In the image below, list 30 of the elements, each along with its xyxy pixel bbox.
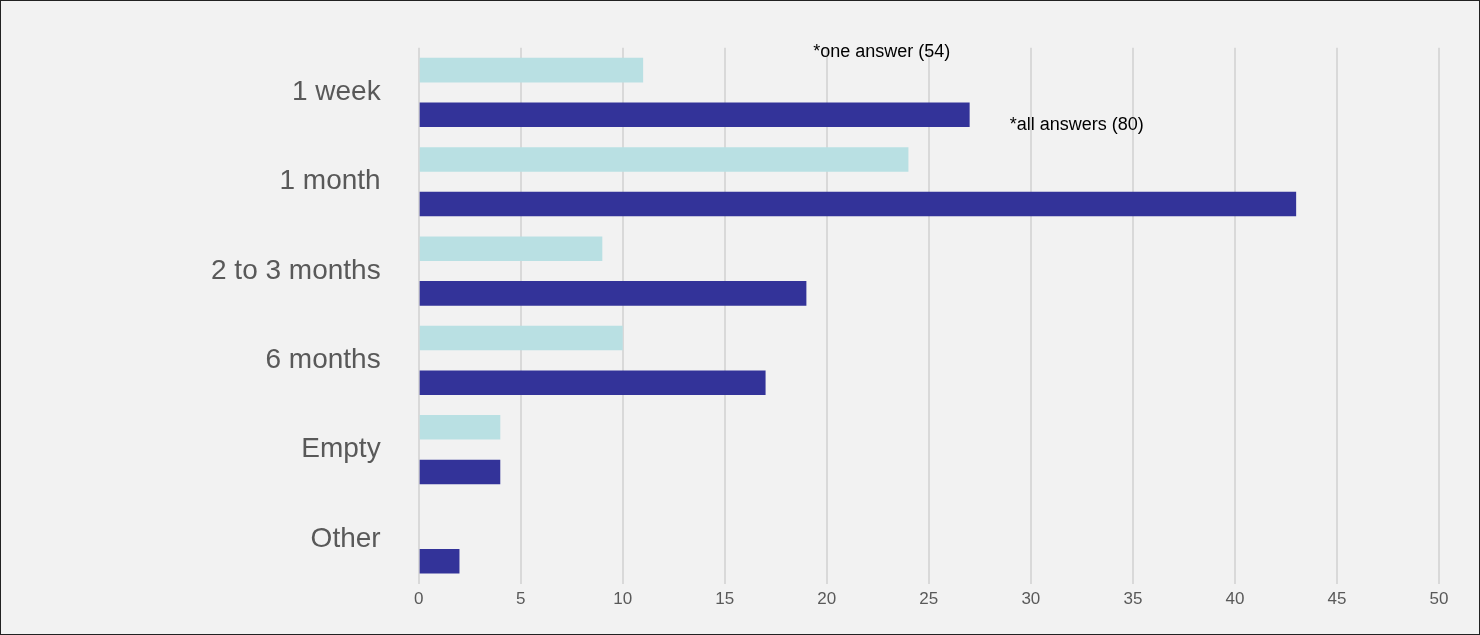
bar <box>419 57 644 83</box>
x-tick-label: 30 <box>1021 589 1041 609</box>
y-tick-label: 2 to 3 months <box>211 253 381 285</box>
y-tick-label: 6 months <box>265 343 381 375</box>
bar <box>419 102 970 128</box>
bar <box>419 459 501 485</box>
x-tick-label: 5 <box>515 589 526 609</box>
y-tick-label: 1 month <box>279 164 381 196</box>
x-tick-label: 25 <box>919 589 939 609</box>
x-tick-label: 45 <box>1327 589 1347 609</box>
bar <box>419 281 807 306</box>
text: *one answer (54) <box>813 41 951 62</box>
text: *all answers (80) <box>1009 113 1144 134</box>
y-tick-label: 1 week <box>291 75 382 107</box>
x-tick-label: 15 <box>715 589 735 609</box>
x-tick-label: 0 <box>413 589 424 609</box>
bar <box>419 370 766 395</box>
bar <box>419 415 501 440</box>
bar <box>419 191 1297 217</box>
x-tick-label: 35 <box>1123 589 1143 609</box>
bar <box>419 549 460 574</box>
x-tick-label: 10 <box>613 589 633 609</box>
x-tick-label: 50 <box>1429 589 1449 609</box>
bar <box>419 325 623 351</box>
bar <box>419 236 603 261</box>
y-tick-label: Empty <box>301 432 381 464</box>
x-tick-label: 40 <box>1225 589 1245 609</box>
x-tick-label: 20 <box>817 589 837 609</box>
y-tick-label: Other <box>310 521 381 553</box>
bar <box>419 147 909 172</box>
